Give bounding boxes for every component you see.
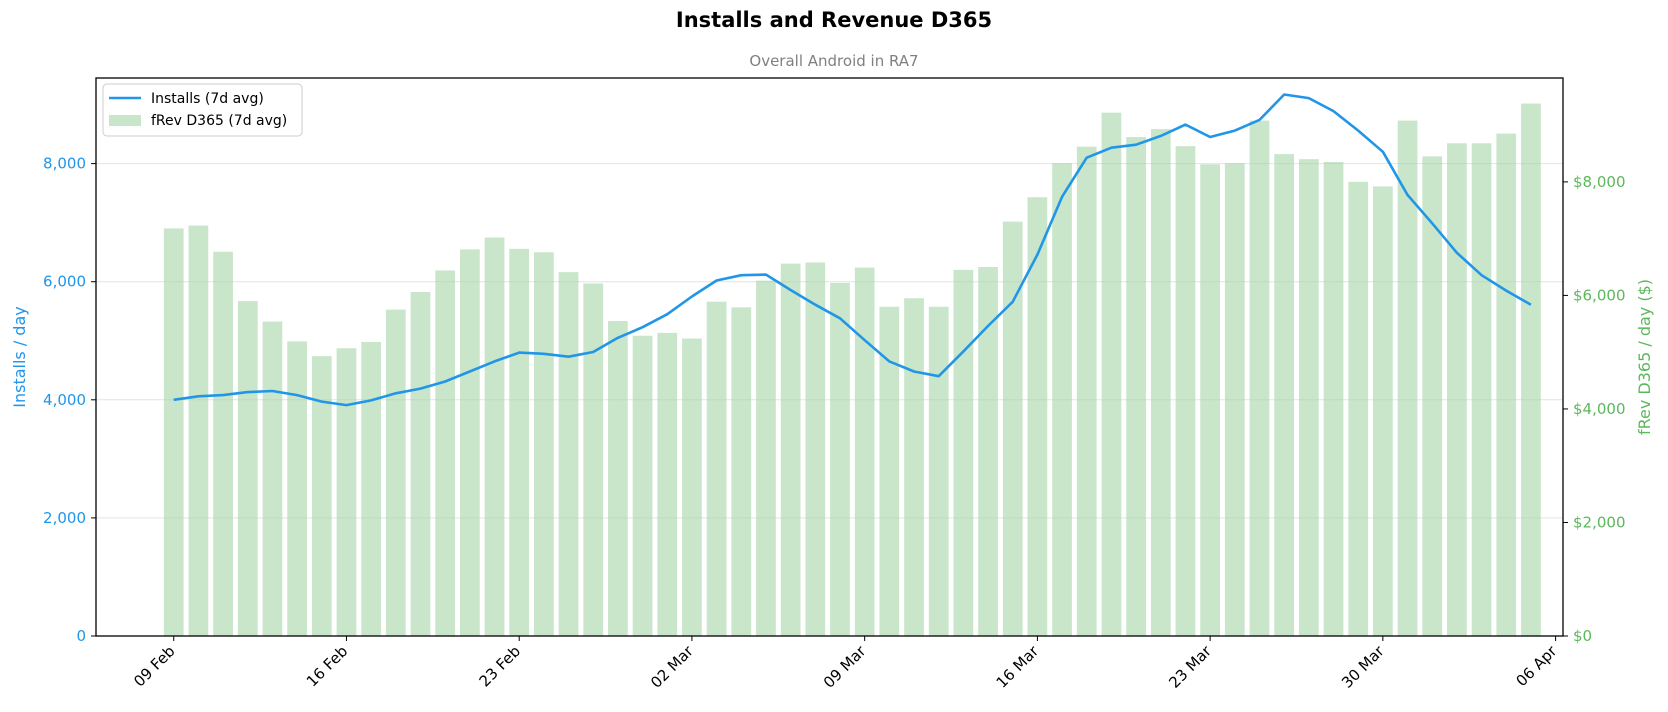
plot-frame: [95, 77, 1564, 637]
revenue-bar: [311, 356, 332, 636]
left-tick-label: 4,000: [43, 391, 86, 409]
revenue-bar: [1101, 112, 1122, 637]
right-tick-label: $0: [1573, 627, 1592, 645]
revenue-bar: [854, 267, 875, 636]
revenue-bar: [213, 251, 233, 636]
installs-line-path: [173, 93, 1532, 407]
revenue-bar: [583, 283, 604, 636]
revenue-bar: [1298, 159, 1319, 636]
x-tick-label: 30 Mar: [1338, 642, 1388, 692]
revenue-bar: [805, 262, 826, 636]
revenue-bar: [336, 348, 357, 636]
legend-bar-swatch: [109, 115, 141, 126]
revenue-bar: [188, 225, 209, 636]
revenue-bar: [1052, 163, 1072, 636]
revenue-bar: [978, 267, 998, 636]
revenue-bar: [1471, 143, 1492, 636]
revenue-bar: [459, 249, 480, 637]
revenue-bar: [879, 306, 900, 636]
legend-installs-label: Installs (7d avg): [151, 91, 264, 107]
revenue-bar: [262, 321, 283, 636]
revenue-bar: [632, 335, 653, 636]
revenue-bar: [608, 320, 628, 636]
revenue-bar: [1422, 156, 1443, 637]
revenue-bar: [1200, 164, 1221, 636]
revenue-bar: [1447, 143, 1467, 636]
x-tick-label: 09 Mar: [820, 642, 870, 692]
x-tick-label: 16 Mar: [993, 642, 1043, 692]
revenue-bar: [731, 307, 752, 636]
revenue-bar: [287, 341, 307, 636]
revenue-bar: [1521, 103, 1541, 636]
right-tick-label: $8,000: [1573, 173, 1626, 191]
revenue-bar: [928, 306, 949, 636]
revenue-bar: [509, 248, 530, 636]
revenue-bar: [410, 292, 431, 636]
x-tick-label: 09 Feb: [130, 642, 178, 690]
legend-revenue-label: fRev D365 (7d avg): [151, 113, 287, 129]
legend-box: [102, 83, 303, 137]
revenue-bar: [484, 237, 505, 637]
revenue-bar: [756, 280, 776, 636]
right-tick-label: $2,000: [1573, 513, 1626, 531]
revenue-bar: [1323, 162, 1344, 636]
revenue-bar: [163, 228, 184, 637]
revenue-bar: [385, 309, 406, 636]
revenue-bar: [657, 332, 678, 636]
revenue-bar: [361, 341, 382, 636]
revenue-bar: [1224, 163, 1245, 636]
revenue-bar: [904, 298, 924, 636]
revenue-bar: [1249, 120, 1270, 637]
x-tick-label: 23 Mar: [1165, 642, 1215, 692]
revenue-bar: [558, 272, 579, 636]
legend: Installs (7d avg) fRev D365 (7d avg): [102, 83, 303, 137]
revenue-bar: [682, 338, 702, 636]
revenue-bar: [1372, 186, 1393, 637]
x-tick-label: 23 Feb: [476, 642, 524, 690]
x-tick-label: 06 Apr: [1512, 642, 1561, 691]
revenue-bar: [435, 270, 456, 636]
left-axis-title: Installs / day: [10, 306, 29, 408]
revenue-bar: [1348, 181, 1369, 637]
revenue-bar: [1496, 133, 1517, 636]
right-axis-title: fRev D365 / day ($): [1635, 279, 1654, 435]
x-tick-label: 02 Mar: [647, 642, 697, 692]
revenue-bar: [1002, 221, 1023, 636]
left-tick-label: 8,000: [43, 155, 86, 173]
revenue-bar: [830, 282, 850, 636]
chart-title: Installs and Revenue D365: [675, 8, 993, 32]
revenue-bar: [780, 263, 801, 636]
right-tick-label: $4,000: [1573, 400, 1626, 418]
installs-line: [173, 93, 1532, 407]
right-tick-label: $6,000: [1573, 286, 1626, 304]
revenue-bar: [1126, 137, 1146, 637]
revenue-bar: [1027, 197, 1048, 636]
revenue-bar: [953, 269, 974, 636]
revenue-bar: [1274, 154, 1295, 636]
left-tick-label: 0: [76, 627, 86, 645]
left-tick-label: 6,000: [43, 273, 86, 291]
revenue-bar: [1076, 146, 1097, 636]
revenue-bar: [1150, 129, 1171, 636]
chart-subtitle: Overall Android in RA7: [749, 52, 919, 70]
revenue-bar: [534, 252, 554, 637]
revenue-bars: [163, 103, 1541, 637]
revenue-bar: [237, 301, 258, 636]
x-tick-label: 16 Feb: [303, 642, 351, 690]
left-tick-label: 2,000: [43, 509, 86, 527]
revenue-bar: [1175, 146, 1196, 636]
revenue-bar: [1397, 120, 1418, 637]
revenue-bar: [706, 301, 727, 636]
